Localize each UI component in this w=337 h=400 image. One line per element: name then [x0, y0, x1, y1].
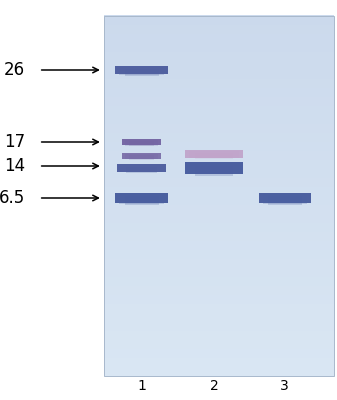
Bar — [122, 153, 161, 158]
Bar — [263, 194, 307, 204]
Bar — [268, 196, 302, 205]
Bar — [119, 67, 164, 75]
Bar — [104, 132, 334, 142]
Bar — [104, 150, 334, 160]
Bar — [104, 276, 334, 286]
Bar — [125, 140, 158, 146]
Bar — [104, 123, 334, 133]
Bar — [104, 96, 334, 106]
Bar — [104, 78, 334, 88]
Text: 3: 3 — [280, 379, 289, 393]
Bar — [104, 339, 334, 349]
Bar — [125, 154, 158, 159]
Bar — [104, 195, 334, 205]
Bar — [189, 152, 239, 158]
Bar — [104, 69, 334, 79]
Bar — [185, 150, 243, 158]
Bar — [104, 294, 334, 304]
Bar — [104, 312, 334, 322]
Bar — [259, 193, 311, 203]
Bar — [195, 166, 233, 176]
Bar — [122, 139, 161, 145]
Bar — [104, 204, 334, 214]
Text: 1: 1 — [137, 379, 146, 393]
Bar — [122, 139, 161, 145]
Bar — [104, 159, 334, 169]
Bar — [104, 357, 334, 367]
Bar — [122, 153, 161, 158]
Bar — [126, 167, 157, 173]
Bar — [104, 177, 334, 187]
Bar — [104, 42, 334, 52]
Bar — [119, 194, 164, 204]
Bar — [104, 303, 334, 313]
Bar — [104, 51, 334, 61]
Bar — [104, 168, 334, 178]
Bar — [104, 114, 334, 124]
Bar — [117, 164, 166, 172]
Bar — [104, 267, 334, 277]
Bar — [104, 24, 334, 34]
Bar — [104, 249, 334, 259]
Bar — [115, 66, 167, 74]
Bar — [104, 321, 334, 331]
Bar — [104, 285, 334, 295]
Bar — [104, 186, 334, 196]
Bar — [104, 87, 334, 97]
Bar — [104, 231, 334, 241]
Bar — [115, 193, 167, 203]
Bar — [129, 141, 154, 146]
Bar — [195, 153, 233, 159]
Bar — [259, 193, 311, 203]
Bar — [104, 213, 334, 223]
Bar — [104, 16, 334, 376]
Bar — [104, 258, 334, 268]
Bar — [104, 348, 334, 358]
Bar — [104, 330, 334, 340]
Text: 14: 14 — [4, 157, 25, 175]
Bar — [104, 222, 334, 232]
Bar — [104, 60, 334, 70]
Bar — [125, 196, 158, 205]
Bar — [121, 166, 162, 172]
Bar — [104, 366, 334, 376]
Bar — [115, 66, 167, 74]
Bar — [125, 69, 158, 76]
Bar — [185, 162, 243, 174]
Bar — [129, 155, 154, 160]
Bar — [104, 240, 334, 250]
Text: 6.5: 6.5 — [0, 189, 25, 207]
Text: 2: 2 — [210, 379, 218, 393]
Bar — [104, 33, 334, 43]
Bar — [115, 193, 167, 203]
Bar — [185, 162, 243, 174]
Bar — [185, 150, 243, 158]
Bar — [189, 164, 239, 174]
Bar — [104, 105, 334, 115]
Bar — [104, 15, 334, 25]
Bar — [117, 164, 166, 172]
Text: 26: 26 — [4, 61, 25, 79]
Bar — [104, 141, 334, 151]
Text: 17: 17 — [4, 133, 25, 151]
